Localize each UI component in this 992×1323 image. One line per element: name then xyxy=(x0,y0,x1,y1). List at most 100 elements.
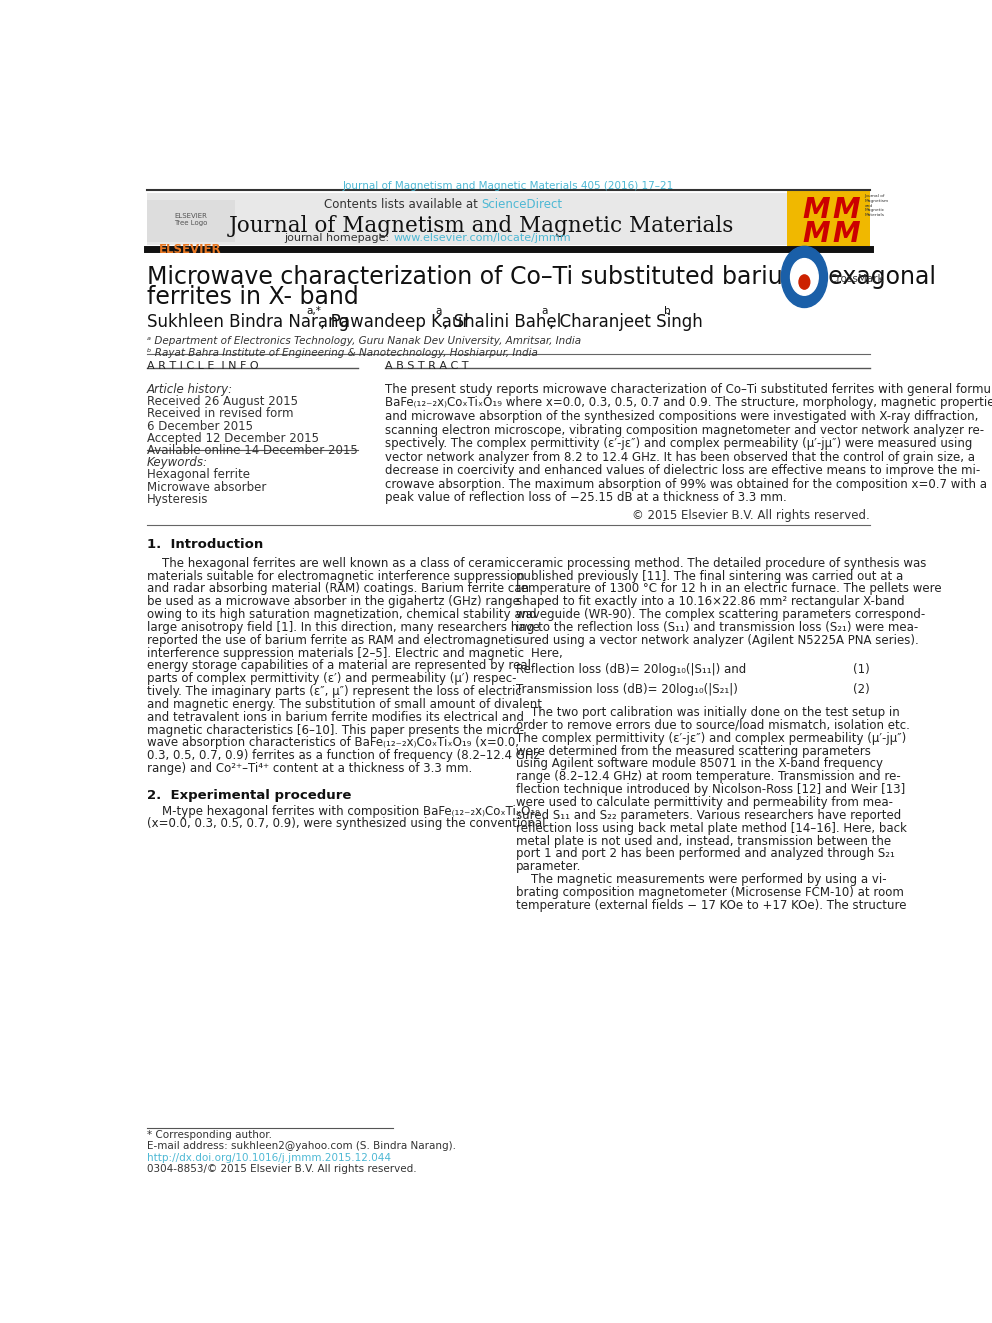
Text: tively. The imaginary parts (ε″, μ″) represent the loss of electric: tively. The imaginary parts (ε″, μ″) rep… xyxy=(147,685,522,699)
Text: Received in revised form: Received in revised form xyxy=(147,407,294,421)
Text: Article history:: Article history: xyxy=(147,382,233,396)
Text: and radar absorbing material (RAM) coatings. Barium ferrite can: and radar absorbing material (RAM) coati… xyxy=(147,582,529,595)
Text: CrossMark: CrossMark xyxy=(829,274,885,284)
Text: interference suppression materials [2–5]. Electric and magnetic: interference suppression materials [2–5]… xyxy=(147,647,524,660)
Text: * Corresponding author.: * Corresponding author. xyxy=(147,1130,272,1139)
Text: ELSEVIER: ELSEVIER xyxy=(159,243,221,257)
Text: ScienceDirect: ScienceDirect xyxy=(481,198,562,212)
Text: (1): (1) xyxy=(853,663,870,676)
Text: wave absorption characteristics of BaFe₍₁₂₋₂x₎CoₓTiₓO₁₉ (x=0.0,: wave absorption characteristics of BaFe₍… xyxy=(147,737,519,749)
Text: Contents lists available at: Contents lists available at xyxy=(323,198,481,212)
FancyBboxPatch shape xyxy=(787,192,870,249)
Text: parts of complex permittivity (ε′) and permeability (μ′) respec-: parts of complex permittivity (ε′) and p… xyxy=(147,672,517,685)
Text: 0304-8853/© 2015 Elsevier B.V. All rights reserved.: 0304-8853/© 2015 Elsevier B.V. All right… xyxy=(147,1164,417,1175)
Text: were determined from the measured scattering parameters: were determined from the measured scatte… xyxy=(516,745,871,758)
Text: large anisotropy field [1]. In this direction, many researchers have: large anisotropy field [1]. In this dire… xyxy=(147,620,540,634)
Text: www.elsevier.com/locate/jmmm: www.elsevier.com/locate/jmmm xyxy=(393,233,570,243)
Text: a: a xyxy=(435,307,441,316)
Text: Journal of Magnetism and Magnetic Materials 405 (2016) 17–21: Journal of Magnetism and Magnetic Materi… xyxy=(343,181,674,191)
Text: Reflection loss (dB)= 20log₁₀(|S₁₁|) and: Reflection loss (dB)= 20log₁₀(|S₁₁|) and xyxy=(516,663,746,676)
Text: reported the use of barium ferrite as RAM and electromagnetic: reported the use of barium ferrite as RA… xyxy=(147,634,520,647)
Text: M: M xyxy=(803,220,829,247)
Text: decrease in coercivity and enhanced values of dielectric loss are effective mean: decrease in coercivity and enhanced valu… xyxy=(386,464,981,478)
Text: Accepted 12 December 2015: Accepted 12 December 2015 xyxy=(147,431,319,445)
Text: published previously [11]. The final sintering was carried out at a: published previously [11]. The final sin… xyxy=(516,570,904,582)
Text: Journal of Magnetism and Magnetic Materials: Journal of Magnetism and Magnetic Materi… xyxy=(229,214,734,237)
Text: a: a xyxy=(542,307,548,316)
Text: energy storage capabilities of a material are represented by real: energy storage capabilities of a materia… xyxy=(147,659,531,672)
Text: Available online 14 December 2015: Available online 14 December 2015 xyxy=(147,445,358,456)
Text: 0.3, 0.5, 0.7, 0.9) ferrites as a function of frequency (8.2–12.4 GHz: 0.3, 0.5, 0.7, 0.9) ferrites as a functi… xyxy=(147,749,540,762)
Text: crowave absorption. The maximum absorption of 99% was obtained for the compositi: crowave absorption. The maximum absorpti… xyxy=(386,478,987,491)
Text: shaped to fit exactly into a 10.16×22.86 mm² rectangular X-band: shaped to fit exactly into a 10.16×22.86… xyxy=(516,595,905,609)
Text: ᵇ Rayat Bahra Institute of Engineering & Nanotechnology, Hoshiarpur, India: ᵇ Rayat Bahra Institute of Engineering &… xyxy=(147,348,538,359)
Text: using Agilent software module 85071 in the X-band frequency: using Agilent software module 85071 in t… xyxy=(516,758,883,770)
Text: sured using a vector network analyzer (Agilent N5225A PNA series).: sured using a vector network analyzer (A… xyxy=(516,634,919,647)
Text: brating composition magnetometer (Microsense FCM-10) at room: brating composition magnetometer (Micros… xyxy=(516,886,904,898)
Text: Microwave characterization of Co–Ti substituted barium hexagonal: Microwave characterization of Co–Ti subs… xyxy=(147,265,936,288)
FancyBboxPatch shape xyxy=(147,193,815,245)
Text: Here,: Here, xyxy=(516,647,562,660)
Text: Journal of
Magnetism
and
Magnetic
Materials: Journal of Magnetism and Magnetic Materi… xyxy=(864,194,889,217)
Text: Keywords:: Keywords: xyxy=(147,456,208,470)
Text: and microwave absorption of the synthesized compositions were investigated with : and microwave absorption of the synthesi… xyxy=(386,410,979,423)
Text: magnetic characteristics [6–10]. This paper presents the micro-: magnetic characteristics [6–10]. This pa… xyxy=(147,724,524,737)
Text: A B S T R A C T: A B S T R A C T xyxy=(386,361,469,372)
Text: and tetravalent ions in barium ferrite modifies its electrical and: and tetravalent ions in barium ferrite m… xyxy=(147,710,524,724)
Circle shape xyxy=(799,275,809,290)
Text: M-type hexagonal ferrites with composition BaFe₍₁₂₋₂x₎CoₓTiₓO₁₉: M-type hexagonal ferrites with compositi… xyxy=(147,804,540,818)
Text: port 1 and port 2 has been performed and analyzed through S₂₁: port 1 and port 2 has been performed and… xyxy=(516,847,895,860)
Text: Hysteresis: Hysteresis xyxy=(147,493,208,505)
FancyBboxPatch shape xyxy=(147,200,235,242)
Text: were used to calculate permittivity and permeability from mea-: were used to calculate permittivity and … xyxy=(516,796,893,808)
Text: BaFe₍₁₂₋₂x₎CoₓTiₓO₁₉ where x=0.0, 0.3, 0.5, 0.7 and 0.9. The structure, morpholo: BaFe₍₁₂₋₂x₎CoₓTiₓO₁₉ where x=0.0, 0.3, 0… xyxy=(386,397,992,409)
Text: , Pawandeep Kaur: , Pawandeep Kaur xyxy=(320,312,469,331)
Text: flection technique introduced by Nicolson-Ross [12] and Weir [13]: flection technique introduced by Nicolso… xyxy=(516,783,906,796)
Text: vector network analyzer from 8.2 to 12.4 GHz. It has been observed that the cont: vector network analyzer from 8.2 to 12.4… xyxy=(386,451,975,463)
Circle shape xyxy=(791,258,818,295)
Text: M: M xyxy=(832,196,860,225)
Text: The hexagonal ferrites are well known as a class of ceramic: The hexagonal ferrites are well known as… xyxy=(147,557,516,570)
Text: (x=0.0, 0.3, 0.5, 0.7, 0.9), were synthesized using the conventional: (x=0.0, 0.3, 0.5, 0.7, 0.9), were synthe… xyxy=(147,818,546,831)
Text: b: b xyxy=(665,307,672,316)
Text: , Charanjeet Singh: , Charanjeet Singh xyxy=(550,312,703,331)
Text: ᵃ Department of Electronics Technology, Guru Nanak Dev University, Amritsar, Ind: ᵃ Department of Electronics Technology, … xyxy=(147,336,581,347)
Text: 2.  Experimental procedure: 2. Experimental procedure xyxy=(147,790,351,802)
Text: reflection loss using back metal plate method [14–16]. Here, back: reflection loss using back metal plate m… xyxy=(516,822,907,835)
Text: The two port calibration was initially done on the test setup in: The two port calibration was initially d… xyxy=(516,706,900,720)
Text: temperature of 1300 °C for 12 h in an electric furnace. The pellets were: temperature of 1300 °C for 12 h in an el… xyxy=(516,582,941,595)
Text: 1.  Introduction: 1. Introduction xyxy=(147,538,263,552)
Circle shape xyxy=(782,246,827,307)
Text: ELSEVIER
Tree Logo: ELSEVIER Tree Logo xyxy=(175,213,207,226)
Text: 6 December 2015: 6 December 2015 xyxy=(147,419,253,433)
Text: spectively. The complex permittivity (ε′-jε″) and complex permeability (μ′-jμ″) : spectively. The complex permittivity (ε′… xyxy=(386,437,973,450)
Text: http://dx.doi.org/10.1016/j.jmmm.2015.12.044: http://dx.doi.org/10.1016/j.jmmm.2015.12… xyxy=(147,1154,391,1163)
Text: Hexagonal ferrite: Hexagonal ferrite xyxy=(147,468,250,482)
Text: owing to its high saturation magnetization, chemical stability and: owing to its high saturation magnetizati… xyxy=(147,609,537,620)
Text: be used as a microwave absorber in the gigahertz (GHz) range: be used as a microwave absorber in the g… xyxy=(147,595,520,609)
Text: M: M xyxy=(832,220,860,247)
Text: ceramic processing method. The detailed procedure of synthesis was: ceramic processing method. The detailed … xyxy=(516,557,927,570)
Text: range (8.2–12.4 GHz) at room temperature. Transmission and re-: range (8.2–12.4 GHz) at room temperature… xyxy=(516,770,901,783)
Text: ing to the reflection loss (S₁₁) and transmission loss (S₂₁) were mea-: ing to the reflection loss (S₁₁) and tra… xyxy=(516,620,919,634)
Text: parameter.: parameter. xyxy=(516,860,581,873)
Text: materials suitable for electromagnetic interference suppression: materials suitable for electromagnetic i… xyxy=(147,570,525,582)
Text: sured S₁₁ and S₂₂ parameters. Various researchers have reported: sured S₁₁ and S₂₂ parameters. Various re… xyxy=(516,808,902,822)
Text: © 2015 Elsevier B.V. All rights reserved.: © 2015 Elsevier B.V. All rights reserved… xyxy=(632,509,870,521)
Text: Sukhleen Bindra Narang: Sukhleen Bindra Narang xyxy=(147,312,349,331)
Text: A R T I C L E  I N F O: A R T I C L E I N F O xyxy=(147,361,259,372)
Text: The magnetic measurements were performed by using a vi-: The magnetic measurements were performed… xyxy=(516,873,887,886)
Text: , Shalini Bahel: , Shalini Bahel xyxy=(443,312,561,331)
Text: Received 26 August 2015: Received 26 August 2015 xyxy=(147,396,298,407)
Text: order to remove errors due to source/load mismatch, isolation etc.: order to remove errors due to source/loa… xyxy=(516,718,910,732)
Text: and magnetic energy. The substitution of small amount of divalent: and magnetic energy. The substitution of… xyxy=(147,699,542,710)
Text: (2): (2) xyxy=(853,683,870,696)
Text: M: M xyxy=(803,196,829,225)
Text: temperature (external fields − 17 KOe to +17 KOe). The structure: temperature (external fields − 17 KOe to… xyxy=(516,898,907,912)
Text: metal plate is not used and, instead, transmission between the: metal plate is not used and, instead, tr… xyxy=(516,835,891,848)
Text: journal homepage:: journal homepage: xyxy=(285,233,393,243)
Text: peak value of reflection loss of −25.15 dB at a thickness of 3.3 mm.: peak value of reflection loss of −25.15 … xyxy=(386,491,787,504)
Text: E-mail address: sukhleen2@yahoo.com (S. Bindra Narang).: E-mail address: sukhleen2@yahoo.com (S. … xyxy=(147,1140,456,1151)
Text: The present study reports microwave characterization of Co–Ti substituted ferrit: The present study reports microwave char… xyxy=(386,382,992,396)
Text: Microwave absorber: Microwave absorber xyxy=(147,480,267,493)
